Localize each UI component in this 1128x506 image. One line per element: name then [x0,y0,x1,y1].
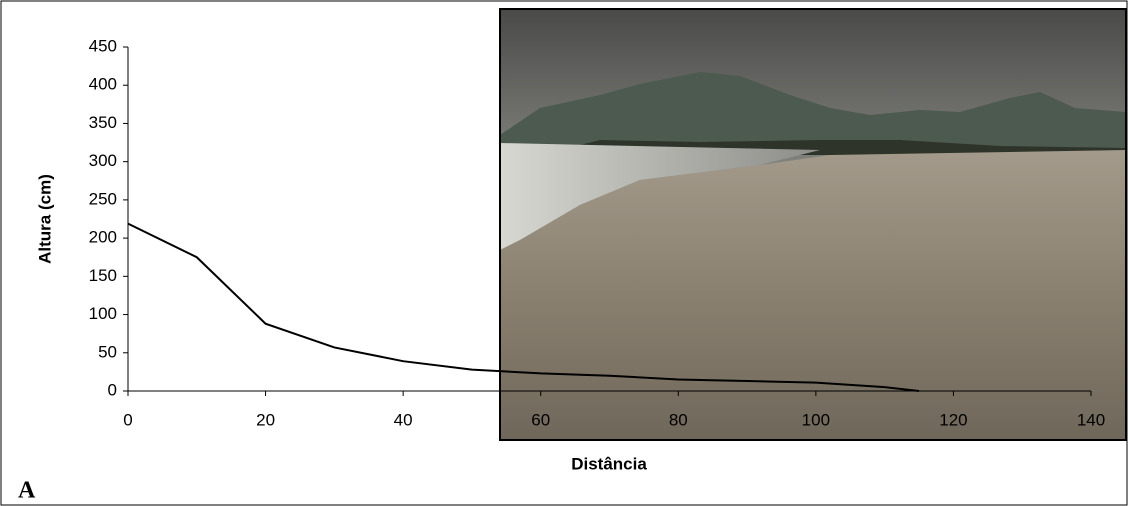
x-tick-label: 120 [939,410,967,429]
line [127,222,920,392]
y-tick-label: 50 [98,342,117,361]
x-tick-label: 40 [394,410,413,429]
x-tick-label: 60 [531,410,550,429]
x-axis-label: Distância [571,454,647,473]
photo [499,8,1127,441]
x-tick-label: 100 [802,410,830,429]
y-tick-label: 300 [89,151,117,170]
x-tick-label: 0 [123,410,132,429]
x-tick-label: 140 [1077,410,1105,429]
y-tick-label: 0 [108,380,117,399]
y-axis-label: Altura (cm) [35,174,54,264]
y-tick-label: 350 [89,113,117,132]
y-tick-label: 150 [89,266,117,285]
y-tick-label: 400 [89,75,117,94]
panel-label: A [18,478,36,504]
x-tick-label: 80 [669,410,688,429]
y-tick-label: 250 [89,189,117,208]
y-tick-label: 450 [89,36,117,55]
y-tick-label: 200 [89,228,117,247]
y-tick-label: 100 [89,304,117,323]
x-tick-label: 20 [256,410,275,429]
